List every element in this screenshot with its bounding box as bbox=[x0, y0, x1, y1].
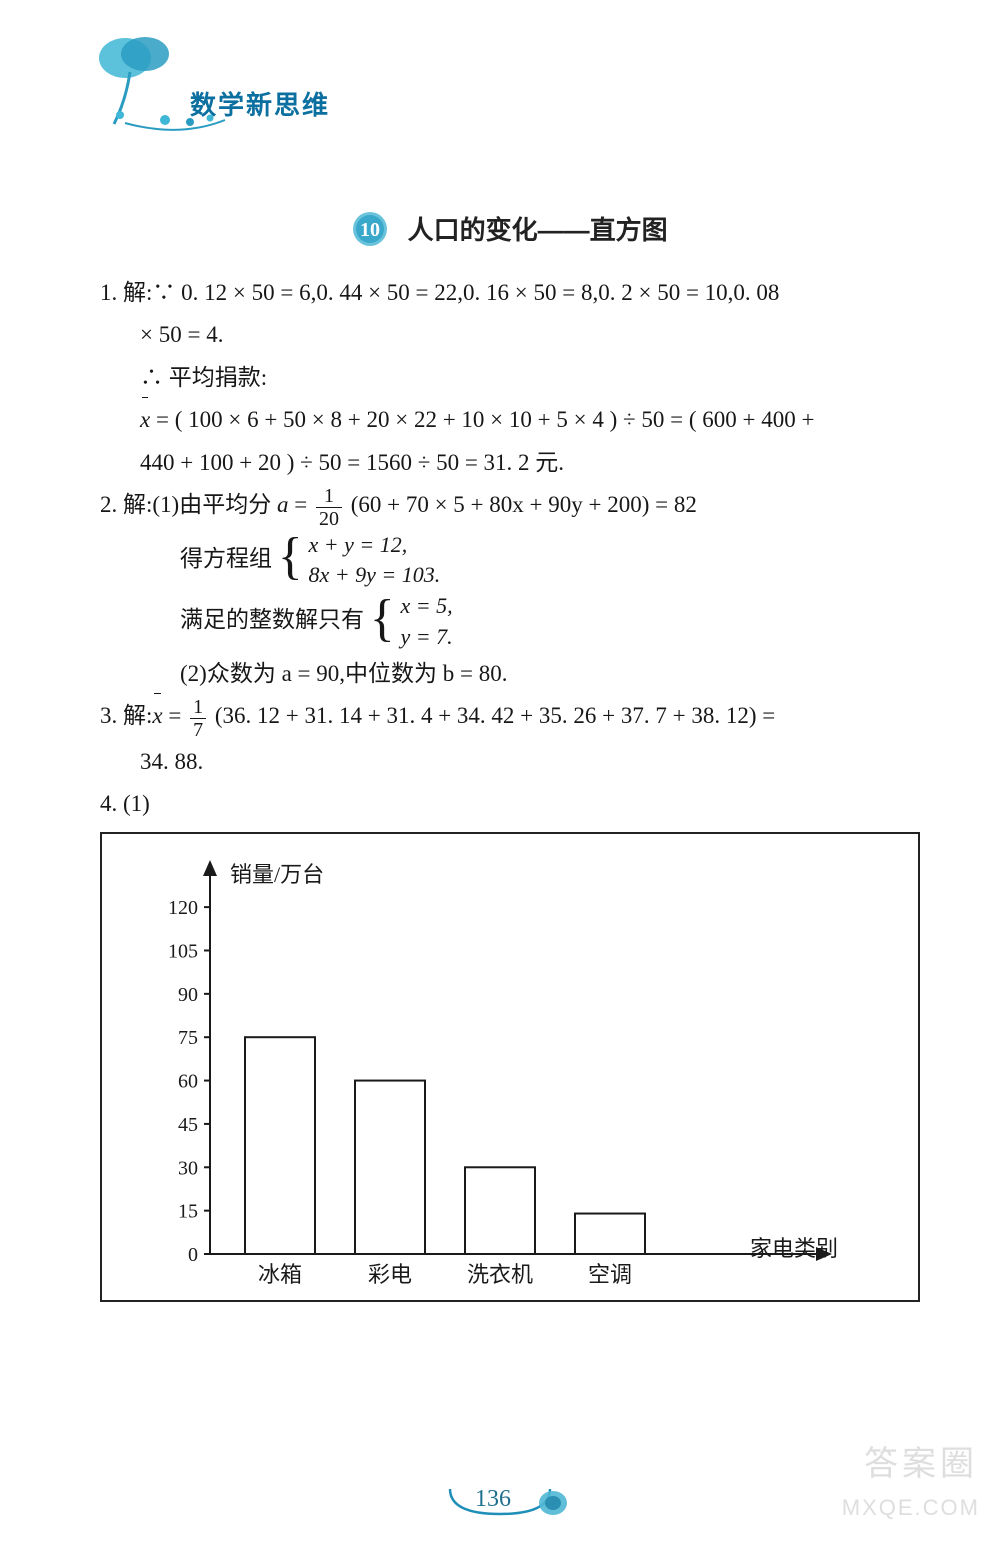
svg-text:90: 90 bbox=[178, 983, 198, 1005]
svg-text:136: 136 bbox=[475, 1486, 511, 1512]
q4-label: 4. (1) bbox=[100, 783, 920, 826]
svg-text:10: 10 bbox=[360, 219, 380, 241]
svg-text:彩电: 彩电 bbox=[368, 1262, 412, 1287]
brace-icon: { bbox=[370, 596, 395, 643]
svg-text:空调: 空调 bbox=[588, 1262, 632, 1287]
page-number: 136 bbox=[425, 1479, 575, 1529]
q1-formula1: x = ( 100 × 6 + 50 × 8 + 20 × 22 + 10 × … bbox=[100, 399, 920, 442]
brace-icon: { bbox=[278, 534, 303, 581]
q2-line1: 2. 解:(1)由平均分 a = 120 (60 + 70 × 5 + 80x … bbox=[100, 484, 920, 529]
q1-therefore: ∴ 平均捐款: bbox=[100, 357, 920, 400]
xbar-symbol: x bbox=[140, 399, 150, 442]
q1-line2: × 50 = 4. bbox=[100, 314, 920, 357]
bar-chart-container: 0 15 30 45 60 75 90 105 120 销量/万台家电类别冰箱 彩电 洗衣机 空调 bbox=[100, 832, 920, 1302]
page-header: 数学新思维 bbox=[100, 30, 920, 150]
q1-formula2: 440 + 100 + 20 ) ÷ 50 = 1560 ÷ 50 = 31. … bbox=[100, 442, 920, 485]
book-title: 数学新思维 bbox=[190, 85, 330, 122]
svg-text:105: 105 bbox=[168, 940, 198, 962]
q3-line1: 3. 解:x = 17 (36. 12 + 31. 14 + 31. 4 + 3… bbox=[100, 695, 920, 740]
bar-chart: 0 15 30 45 60 75 90 105 120 销量/万台家电类别冰箱 彩电 洗衣机 空调 bbox=[120, 854, 880, 1294]
frac-1-7: 17 bbox=[190, 696, 206, 741]
svg-text:洗衣机: 洗衣机 bbox=[467, 1262, 533, 1287]
svg-text:0: 0 bbox=[188, 1244, 198, 1266]
svg-text:冰箱: 冰箱 bbox=[258, 1262, 302, 1287]
q1-line1: 1. 解:∵ 0. 12 × 50 = 6,0. 44 × 50 = 22,0.… bbox=[100, 272, 920, 315]
section-number-badge: 10 bbox=[352, 211, 388, 254]
svg-text:75: 75 bbox=[178, 1027, 198, 1049]
q3-result: 34. 88. bbox=[100, 741, 920, 784]
svg-text:家电类别: 家电类别 bbox=[750, 1236, 838, 1261]
flower-ornament bbox=[70, 20, 230, 145]
svg-text:30: 30 bbox=[178, 1157, 198, 1179]
svg-text:60: 60 bbox=[178, 1070, 198, 1092]
svg-text:120: 120 bbox=[168, 897, 198, 919]
frac-1-20: 120 bbox=[316, 485, 342, 530]
content-body: 1. 解:∵ 0. 12 × 50 = 6,0. 44 × 50 = 22,0.… bbox=[100, 272, 920, 1302]
q2-part2: (2)众数为 a = 90,中位数为 b = 80. bbox=[100, 653, 920, 696]
section-heading: 10 人口的变化——直方图 bbox=[100, 210, 920, 254]
svg-text:45: 45 bbox=[178, 1114, 198, 1136]
watermark-en: MXQE.COM bbox=[842, 1495, 980, 1521]
svg-text:销量/万台: 销量/万台 bbox=[230, 862, 324, 887]
svg-text:15: 15 bbox=[178, 1200, 198, 1222]
q2-intsol: 满足的整数解只有 { x = 5, y = 7. bbox=[100, 591, 920, 653]
section-title: 人口的变化——直方图 bbox=[408, 215, 668, 245]
watermark-cn: 答案圈 bbox=[864, 1436, 978, 1485]
q2-system: 得方程组 { x + y = 12, 8x + 9y = 103. bbox=[100, 530, 920, 592]
